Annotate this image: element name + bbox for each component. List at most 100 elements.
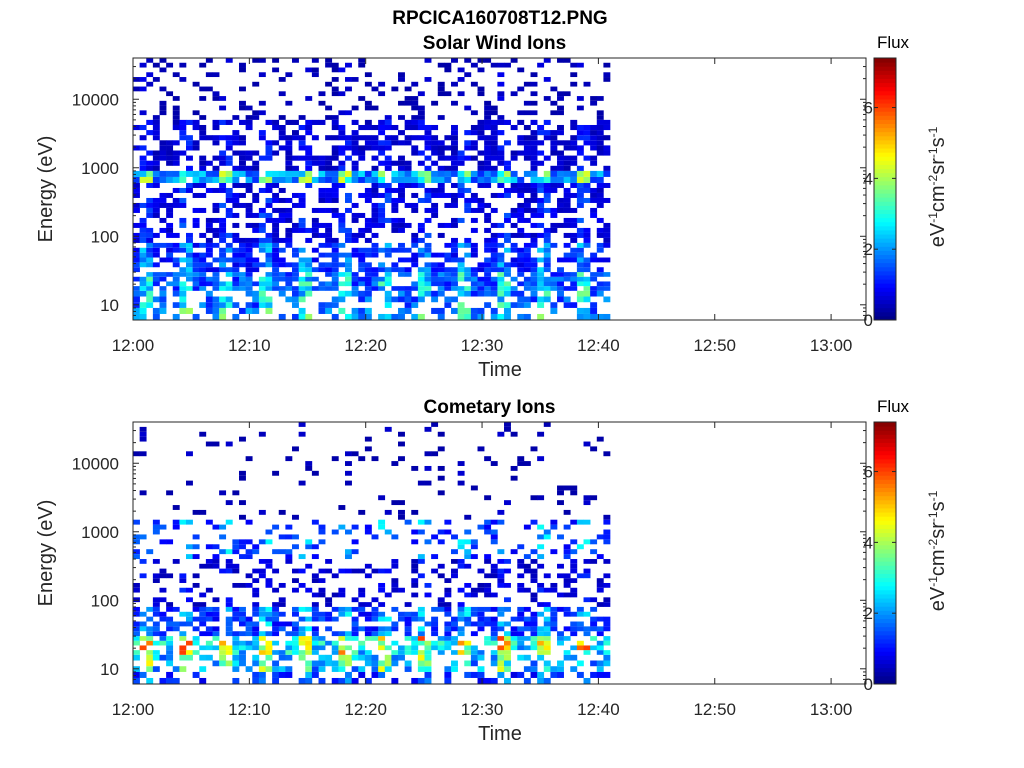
- spectrogram-cell: [252, 227, 260, 233]
- spectrogram-cell: [292, 290, 299, 297]
- spectrogram-cell: [172, 286, 180, 291]
- spectrogram-cell: [265, 170, 273, 177]
- spectrogram-cell: [451, 666, 458, 672]
- spectrogram-cell: [484, 529, 492, 535]
- spectrogram-cell: [311, 519, 319, 525]
- spectrogram-cell: [239, 611, 246, 617]
- spectrogram-cell: [457, 650, 465, 655]
- spectrogram-cell: [510, 176, 518, 183]
- spectrogram-cell: [212, 257, 220, 263]
- spectrogram-cell: [331, 272, 339, 277]
- spectrogram-cell: [152, 654, 160, 661]
- spectrogram-cell: [232, 645, 240, 651]
- spectrogram-cell: [371, 456, 379, 462]
- spectrogram-cell: [186, 182, 193, 188]
- spectrogram-cell: [292, 286, 299, 291]
- spectrogram-cell: [490, 534, 498, 540]
- spectrogram-cell: [318, 232, 326, 238]
- spectrogram-cell: [470, 539, 478, 545]
- spectrogram-cell: [490, 119, 498, 125]
- spectrogram-cell: [451, 242, 458, 248]
- spectrogram-cell: [497, 267, 505, 273]
- spectrogram-cell: [543, 573, 551, 579]
- spectrogram-cell: [225, 519, 233, 525]
- spectrogram-cell: [139, 227, 147, 233]
- spectrogram-cell: [239, 182, 246, 188]
- spectrogram-cell: [146, 197, 154, 203]
- spectrogram-cell: [245, 573, 253, 579]
- spectrogram-cell: [146, 119, 154, 125]
- colorbar-step: [874, 475, 896, 480]
- spectrogram-cell: [305, 119, 313, 125]
- spectrogram-cell: [172, 313, 180, 320]
- x-axis-label: Time: [478, 723, 522, 745]
- colorbar-step: [874, 479, 896, 484]
- spectrogram-cell: [570, 539, 578, 545]
- spectrogram-cell: [424, 77, 432, 82]
- spectrogram-cell: [484, 176, 492, 183]
- spectrogram-cell: [133, 187, 140, 193]
- spectrogram-cell: [351, 130, 359, 136]
- spectrogram-cell: [603, 671, 611, 678]
- spectrogram-cell: [404, 666, 412, 672]
- spectrogram-cell: [424, 650, 432, 655]
- spectrogram-cell: [583, 631, 591, 637]
- spectrogram-cell: [239, 606, 246, 612]
- spectrogram-cell: [272, 671, 280, 678]
- spectrogram-cell: [444, 91, 452, 97]
- spectrogram-cell: [398, 197, 405, 203]
- spectrogram-cell: [205, 252, 213, 258]
- spectrogram-cell: [205, 640, 213, 646]
- spectrogram-cell: [272, 207, 280, 213]
- spectrogram-cell: [305, 563, 313, 569]
- spectrogram-cell: [444, 165, 452, 171]
- spectrogram-cell: [404, 86, 412, 92]
- x-tick-label: 12:20: [344, 336, 387, 355]
- spectrogram-cell: [504, 654, 511, 661]
- spectrogram-cell: [411, 115, 419, 120]
- spectrogram-cell: [557, 130, 564, 136]
- spectrogram-cell: [225, 197, 233, 203]
- spectrogram-cell: [239, 281, 246, 287]
- spectrogram-cell: [311, 616, 319, 622]
- spectrogram-cell: [417, 616, 425, 622]
- spectrogram-cell: [550, 222, 558, 228]
- spectrogram-cell: [331, 207, 339, 213]
- spectrogram-cell: [245, 155, 253, 161]
- spectrogram-cell: [166, 170, 174, 177]
- spectrogram-cell: [311, 640, 319, 646]
- spectrogram-cell: [345, 170, 352, 177]
- spectrogram-cell: [457, 544, 465, 550]
- spectrogram-cell: [239, 192, 246, 198]
- spectrogram-cell: [583, 559, 591, 564]
- spectrogram-cell: [245, 640, 253, 646]
- spectrogram-cell: [199, 135, 207, 141]
- spectrogram-cell: [325, 105, 333, 111]
- spectrogram-cell: [225, 145, 233, 151]
- spectrogram-cell: [345, 262, 352, 268]
- spectrogram-cell: [133, 654, 140, 661]
- spectrogram-cell: [437, 150, 445, 156]
- spectrogram-cell: [345, 554, 352, 560]
- spectrogram-cell: [391, 626, 399, 632]
- spectrogram-cell: [437, 286, 445, 291]
- spectrogram-cell: [139, 217, 147, 223]
- spectrogram-cell: [292, 446, 299, 452]
- spectrogram-cell: [245, 302, 253, 308]
- spectrogram-cell: [179, 636, 187, 641]
- spectrogram-cell: [159, 105, 167, 111]
- spectrogram-cell: [477, 290, 485, 297]
- spectrogram-cell: [444, 621, 452, 627]
- spectrogram-cell: [570, 72, 578, 78]
- spectrogram-cell: [331, 257, 339, 263]
- spectrogram-cell: [179, 135, 187, 141]
- spectrogram-cell: [225, 500, 233, 506]
- colorbar-step: [874, 193, 896, 198]
- spectrogram-cell: [378, 666, 386, 672]
- spectrogram-cell: [258, 100, 266, 106]
- spectrogram-cell: [199, 182, 207, 188]
- spectrogram-cell: [484, 495, 492, 501]
- spectrogram-cell: [596, 660, 604, 667]
- spectrogram-cell: [596, 602, 604, 607]
- spectrogram-cell: [417, 197, 425, 203]
